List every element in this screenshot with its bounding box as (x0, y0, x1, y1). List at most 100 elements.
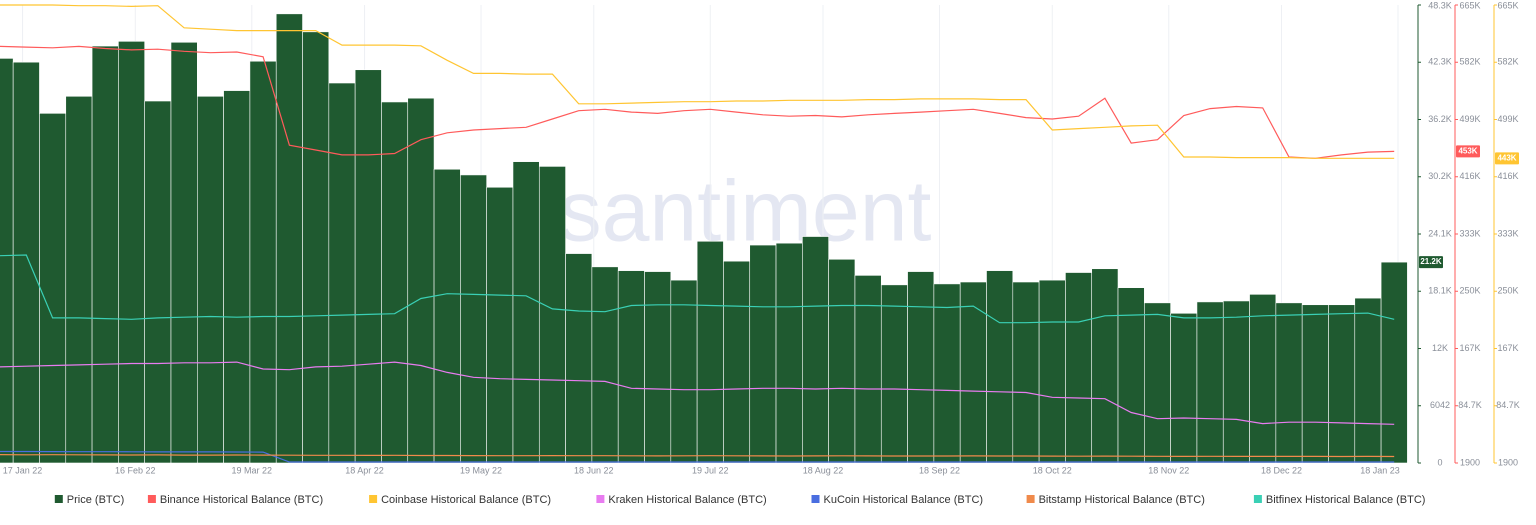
legend-item: KuCoin Historical Balance (BTC) (811, 494, 984, 506)
legend-label: KuCoin Historical Balance (BTC) (824, 494, 984, 506)
price-bar (65, 95, 93, 464)
y-tick-label: 167K (1459, 343, 1480, 353)
x-tick-label: 18 Dec 22 (1261, 465, 1302, 475)
price-bar (407, 97, 435, 464)
y-tick-label: 250K (1497, 286, 1518, 296)
y-tick-label: 84.7K (1458, 400, 1482, 410)
y-tick-label: 12K (1432, 343, 1448, 353)
price-bar (854, 275, 882, 464)
legend-item: Binance Historical Balance (BTC) (147, 494, 323, 506)
x-tick-label: 18 Sep 22 (919, 465, 960, 475)
y-tick-label: 167K (1497, 343, 1518, 353)
y-tick-label: 665K (1459, 0, 1480, 10)
balance-line (0, 45, 1395, 159)
price-bar (144, 100, 172, 464)
y-tick-label: 416K (1497, 171, 1518, 181)
price-bar (1354, 297, 1382, 464)
price-bar (1328, 304, 1356, 464)
price-bar (986, 270, 1014, 464)
price-bar (170, 41, 198, 464)
x-tick-label: 16 Feb 22 (115, 465, 156, 475)
price-bar (196, 95, 224, 464)
x-tick-label: 18 Oct 22 (1033, 465, 1072, 475)
price-bar (118, 41, 145, 464)
y-tick-label: 84.7K (1496, 400, 1520, 410)
price-bar (275, 13, 303, 464)
y-tick-label: 333K (1497, 228, 1518, 238)
legend-label: Kraken Historical Balance (BTC) (608, 494, 766, 506)
y-tick-label: 36.2K (1428, 114, 1452, 124)
y-tick-label: 499K (1497, 114, 1518, 124)
x-tick-label: 18 Aug 22 (803, 465, 844, 475)
price-bar (802, 236, 829, 464)
price-bar (617, 270, 645, 464)
y-tick-label: 6042 (1430, 400, 1450, 410)
legend-label: Bitfinex Historical Balance (BTC) (1266, 494, 1426, 506)
x-tick-label: 18 Apr 22 (345, 465, 384, 475)
price-bar (0, 58, 14, 464)
price-bar (933, 283, 961, 464)
value-badge (1456, 145, 1480, 158)
price-bar (302, 31, 330, 464)
y-tick-label: 1900 (1498, 457, 1518, 467)
legend-swatch (1253, 495, 1262, 503)
x-tick-label: 19 Mar 22 (232, 465, 273, 475)
price-bar (223, 90, 251, 464)
y-tick-label: 665K (1497, 0, 1518, 10)
value-badge-label: 21.2K (1420, 257, 1442, 266)
price-bar (354, 69, 382, 464)
price-bar (91, 45, 119, 464)
price-bar (749, 244, 777, 464)
balance-line (0, 254, 1395, 324)
value-badge (1419, 256, 1443, 269)
x-tick-label: 18 Nov 22 (1148, 465, 1189, 475)
price-bar (828, 258, 856, 464)
price-bar (1380, 261, 1408, 464)
price-bar (1012, 281, 1040, 464)
price-bar (328, 82, 356, 464)
price-bar (880, 284, 908, 464)
value-badge-label: 443K (1497, 153, 1516, 162)
y-tick-label: 42.3K (1428, 57, 1452, 67)
y-tick-label: 499K (1459, 114, 1480, 124)
x-tick-label: 18 Jun 22 (574, 465, 614, 475)
price-bar (591, 266, 619, 464)
legend-swatch (147, 495, 156, 503)
price-bar (644, 271, 672, 464)
x-tick-label: 18 Jan 23 (1360, 465, 1400, 475)
legend-label: Coinbase Historical Balance (BTC) (381, 494, 551, 506)
y-tick-label: 24.1K (1428, 228, 1452, 238)
price-bar (39, 113, 67, 464)
legend-swatch (596, 495, 605, 503)
price-bar (1091, 268, 1119, 464)
price-bar (486, 186, 514, 464)
legend-swatch (1026, 495, 1035, 503)
price-bar (1301, 304, 1329, 464)
legend-label: Price (BTC) (67, 494, 124, 506)
price-bar (565, 253, 593, 464)
price-bar (1249, 294, 1277, 464)
balance-line (0, 450, 1395, 463)
price-bar (1222, 300, 1250, 464)
y-tick-label: 18.1K (1428, 286, 1452, 296)
legend-swatch (369, 495, 378, 503)
value-badge (1495, 152, 1519, 165)
price-bar (696, 240, 724, 464)
value-badge-label: 453K (1458, 147, 1477, 156)
legend: Price (BTC) Binance Historical Balance (B… (54, 494, 1426, 506)
legend-label: Bitstamp Historical Balance (BTC) (1039, 494, 1205, 506)
price-bar (1275, 302, 1303, 464)
price-bar (959, 281, 987, 464)
x-tick-label: 19 May 22 (460, 465, 502, 475)
balance-line (0, 4, 1395, 159)
watermark: santiment (559, 164, 932, 260)
x-tick-label: 17 Jan 22 (3, 465, 43, 475)
price-bar (1117, 287, 1145, 464)
price-bar (1065, 272, 1093, 464)
legend-swatch (811, 495, 820, 503)
price-bar (249, 60, 277, 464)
y-tick-label: 1900 (1460, 457, 1480, 467)
y-tick-label: 416K (1459, 171, 1480, 181)
legend-item: Coinbase Historical Balance (BTC) (369, 494, 551, 506)
